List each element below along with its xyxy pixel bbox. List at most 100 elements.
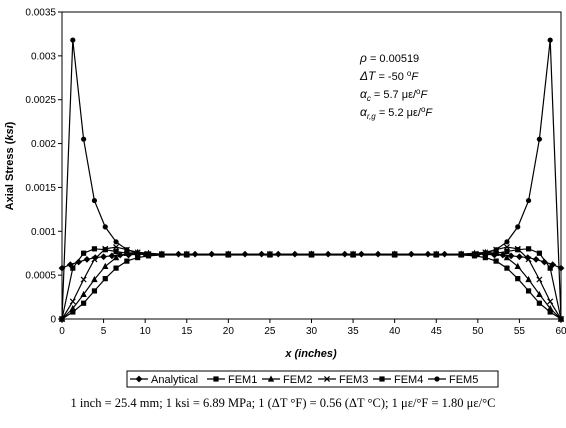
legend-label: FEM2	[283, 374, 312, 386]
data-point-fem1	[91, 288, 98, 294]
legend-marker-fem4	[379, 376, 385, 382]
data-point-fem1	[70, 309, 76, 315]
x-tick-label: 55	[514, 326, 526, 337]
data-point-fem4	[493, 250, 499, 256]
x-axis-var: x	[284, 348, 292, 360]
data-point-fem4	[124, 250, 130, 256]
data-point-fem5	[493, 247, 499, 253]
data-point-fem4	[113, 248, 119, 255]
x-axis-title: x (inches)	[284, 348, 337, 360]
data-point-fem1	[81, 300, 87, 306]
legend-item-fem4: FEM4	[373, 374, 423, 386]
data-point-fem5	[81, 136, 87, 142]
legend-label: FEM1	[228, 374, 257, 386]
data-point-fem3	[91, 256, 98, 263]
x-tick-label: 50	[472, 326, 484, 337]
data-point-fem3	[80, 276, 87, 283]
unit-conversion-footnote: 1 inch = 25.4 mm; 1 ksi = 6.89 MPa; 1 (Δ…	[70, 396, 496, 410]
data-point-analytical	[108, 252, 116, 260]
data-point-fem5	[145, 251, 152, 257]
data-point-fem2	[503, 254, 511, 261]
data-point-fem5	[350, 251, 356, 257]
y-tick-label: 0.0005	[25, 271, 56, 282]
data-point-fem3	[547, 298, 554, 305]
parameter-line: ρ = 0.00519	[359, 51, 419, 65]
parameter-line: αr,g = 5.2 με/oF	[360, 105, 433, 121]
legend-item-fem2: FEM2	[262, 374, 312, 386]
y-axis: 0 0.0005 0.001 0.0015 0.002 0.0025 0.003 0.0035	[25, 8, 62, 326]
parameter-annotations: ρ = 0.00519 ΔT = -50 oF αc = 5.7 με/oF αr,g…	[359, 51, 433, 121]
y-tick-label: 0.001	[31, 227, 56, 238]
data-point-fem5	[113, 239, 119, 245]
parameter-line: ΔT = -50 oF	[359, 69, 419, 83]
data-point-fem5	[525, 197, 532, 204]
data-point-fem4	[547, 265, 553, 271]
data-point-fem3	[69, 298, 76, 305]
data-point-fem1	[124, 258, 130, 264]
legend-marker-fem2	[267, 375, 275, 382]
data-point-fem1	[515, 276, 521, 282]
data-point-fem5	[308, 251, 315, 257]
data-point-fem5	[482, 250, 488, 256]
y-axis-title-main: Axial Stress (	[4, 140, 16, 210]
x-tick-label: 30	[306, 326, 318, 337]
data-point-fem1	[547, 309, 553, 315]
data-point-analytical	[100, 253, 107, 261]
data-point-fem5	[392, 251, 398, 257]
data-point-fem1	[482, 255, 488, 261]
data-point-fem1	[536, 300, 542, 306]
data-point-analytical	[83, 255, 91, 263]
data-point-fem1	[135, 255, 141, 261]
data-point-fem4	[91, 246, 98, 252]
data-point-fem1	[102, 276, 108, 282]
data-point-fem3	[503, 244, 510, 251]
series-fem5	[59, 37, 564, 322]
data-point-fem2	[546, 304, 554, 312]
legend-marker-analytical	[135, 375, 143, 383]
y-axis-title: Axial Stress (ksi)	[4, 121, 16, 210]
data-point-analytical	[507, 252, 515, 260]
legend-marker-fem3	[323, 375, 331, 383]
data-point-fem5	[433, 251, 439, 257]
legend-item-fem3: FEM3	[318, 374, 368, 386]
x-tick-label: 40	[389, 326, 401, 337]
data-point-fem5	[504, 239, 510, 245]
y-tick-label: 0.0015	[25, 183, 56, 194]
parameter-line: αc = 5.7 με/oF	[360, 87, 429, 103]
data-point-fem3	[536, 276, 543, 283]
data-point-fem2	[112, 254, 120, 261]
data-point-fem4	[81, 250, 87, 256]
y-axis-title-close: )	[4, 121, 16, 125]
x-tick-label: 20	[223, 326, 235, 337]
data-point-fem4	[102, 247, 108, 253]
x-tick-label: 60	[555, 326, 566, 337]
legend-label: Analytical	[151, 374, 198, 386]
legend-label: FEM3	[339, 374, 368, 386]
y-tick-label: 0.003	[31, 51, 56, 62]
data-point-fem4	[525, 246, 532, 252]
data-point-fem5	[124, 247, 130, 253]
data-point-fem2	[80, 290, 87, 298]
data-point-fem2	[91, 275, 98, 283]
y-tick-label: 0.0035	[25, 8, 56, 19]
legend-label: FEM4	[394, 374, 423, 386]
data-point-fem5	[225, 251, 231, 257]
data-point-fem5	[91, 197, 98, 204]
data-point-analytical	[499, 251, 507, 259]
data-point-analytical	[75, 258, 83, 266]
data-point-fem5	[102, 224, 108, 230]
y-axis-title-unit: ksi	[4, 124, 16, 140]
data-point-fem5	[458, 251, 464, 257]
data-point-fem4	[515, 247, 521, 253]
data-point-fem4	[536, 250, 542, 256]
legend-label: FEM5	[449, 374, 478, 386]
x-tick-label: 35	[348, 326, 360, 337]
legend-item-analytical: Analytical	[130, 374, 198, 386]
data-point-fem2	[514, 262, 521, 269]
data-point-fem2	[536, 290, 543, 298]
y-tick-label: 0.002	[31, 139, 56, 150]
x-tick-label: 5	[101, 326, 107, 337]
data-point-fem5	[184, 251, 190, 257]
data-point-fem5	[547, 37, 553, 43]
